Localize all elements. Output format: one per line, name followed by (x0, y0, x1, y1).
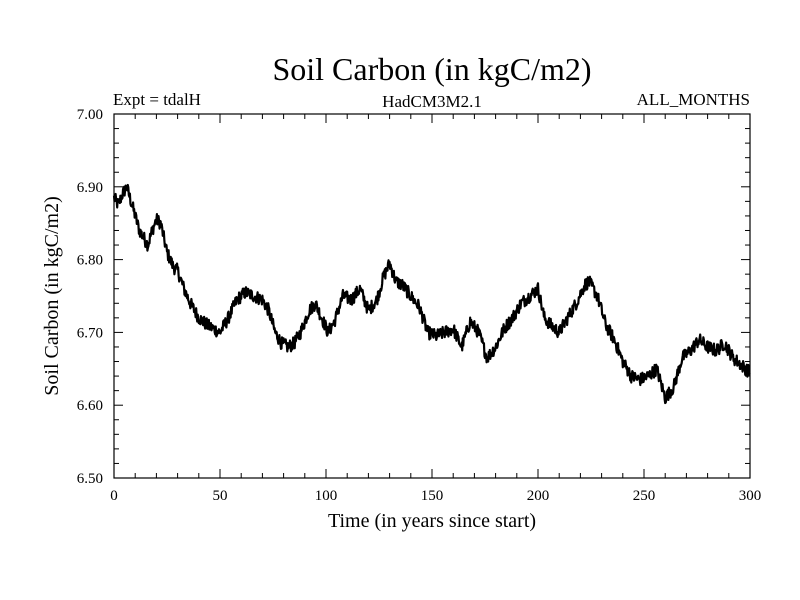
model-label: HadCM3M2.1 (382, 92, 482, 111)
x-tick-label: 50 (213, 488, 228, 504)
axis-ticks (113, 113, 751, 479)
y-tick-labels: 6.50 6.60 6.70 6.80 6.90 7.00 (77, 107, 103, 487)
y-tick-label: 6.50 (77, 471, 103, 487)
chart-title: Soil Carbon (in kgC/m2) (272, 51, 591, 87)
y-tick-label: 6.90 (77, 180, 103, 196)
x-tick-label: 200 (527, 488, 550, 504)
x-axis-label: Time (in years since start) (328, 510, 536, 532)
plot-frame (113, 113, 751, 479)
x-tick-label: 0 (110, 488, 118, 504)
x-tick-label: 250 (633, 488, 656, 504)
y-tick-label: 7.00 (77, 107, 103, 123)
x-tick-label: 300 (739, 488, 762, 504)
y-tick-label: 6.60 (77, 398, 103, 414)
months-label: ALL_MONTHS (637, 90, 750, 109)
experiment-label: Expt = tdalH (113, 90, 201, 109)
soil-carbon-series-line (112, 183, 751, 405)
y-tick-label: 6.70 (77, 325, 103, 341)
x-tick-label: 100 (315, 488, 338, 504)
x-tick-labels: 0 50 100 150 200 250 300 (110, 488, 761, 504)
y-tick-label: 6.80 (77, 253, 103, 269)
x-tick-label: 150 (421, 488, 444, 504)
y-axis-label: Soil Carbon (in kgC/m2) (41, 196, 63, 395)
